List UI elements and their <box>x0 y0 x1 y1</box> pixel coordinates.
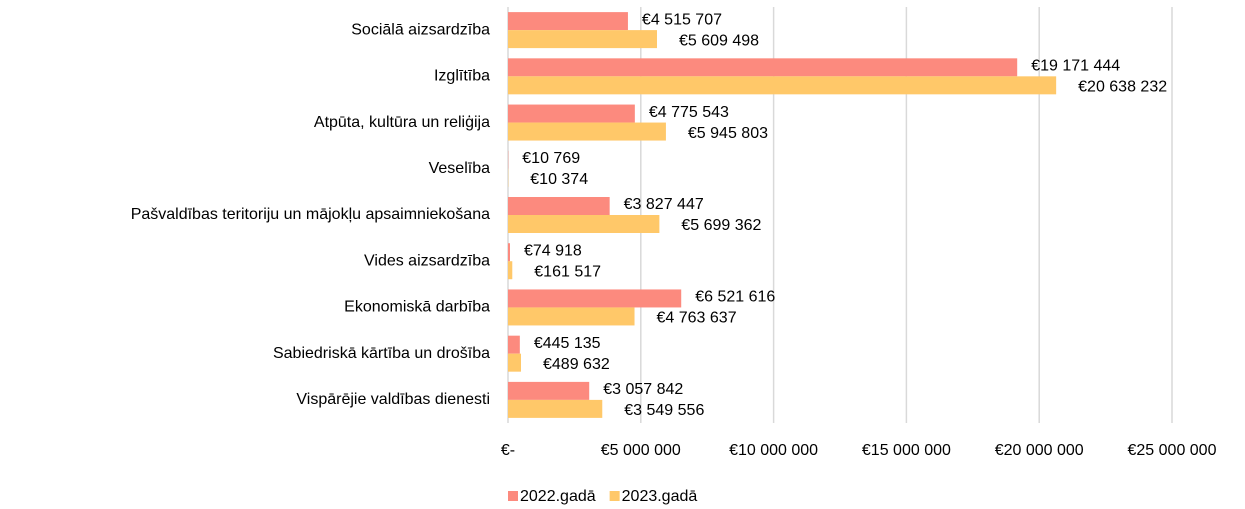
bar <box>508 58 1018 77</box>
x-tick-label: €5 000 000 <box>601 442 681 459</box>
bar <box>508 104 635 123</box>
bar <box>508 381 590 400</box>
data-label: €4 775 543 <box>649 104 729 121</box>
x-tick-label: €10 000 000 <box>729 442 818 459</box>
bar <box>508 261 513 280</box>
x-tick-label: €- <box>501 442 515 459</box>
data-label: €4 763 637 <box>657 310 737 327</box>
data-label: €74 918 <box>524 242 582 259</box>
x-tick-label: €15 000 000 <box>862 442 951 459</box>
data-label: €5 945 803 <box>688 125 768 142</box>
data-label: €19 171 444 <box>1031 58 1120 75</box>
y-tick-label: Sabiedriskā kārtība un drošība <box>273 345 490 362</box>
data-label: €3 827 447 <box>624 196 704 213</box>
legend-label: 2023.gadā <box>622 488 698 505</box>
legend-swatch <box>508 491 518 501</box>
y-tick-label: Sociālā aizsardzība <box>351 21 490 38</box>
x-tick-label: €25 000 000 <box>1128 442 1217 459</box>
x-tick-label: €20 000 000 <box>995 442 1084 459</box>
legend-label: 2022.gadā <box>520 488 596 505</box>
y-tick-label: Pašvaldības teritoriju un mājokļu apsaim… <box>131 206 490 223</box>
data-label: €4 515 707 <box>642 11 722 28</box>
bar <box>508 289 682 308</box>
bar <box>508 243 510 262</box>
y-tick-label: Izglītība <box>434 68 490 85</box>
y-tick-label: Vispārējie valdības dienesti <box>296 391 490 408</box>
data-label: €489 632 <box>543 356 610 373</box>
y-tick-label: Veselība <box>429 160 490 177</box>
data-label: €445 135 <box>534 335 601 352</box>
bar <box>508 76 1057 95</box>
bar <box>508 215 660 233</box>
bar <box>508 197 610 215</box>
data-label: €5 699 362 <box>681 217 761 234</box>
legend-swatch <box>609 491 620 501</box>
bar <box>508 30 657 49</box>
bar <box>508 353 522 372</box>
data-label: €3 057 842 <box>603 381 683 398</box>
bar <box>508 399 603 418</box>
data-label: €161 517 <box>534 263 601 280</box>
y-tick-label: Ekonomiskā darbība <box>344 299 490 316</box>
data-label: €6 521 616 <box>695 289 775 306</box>
data-label: €10 769 <box>522 150 580 167</box>
data-label: €3 549 556 <box>624 402 704 419</box>
data-label: €10 374 <box>530 171 588 188</box>
bar <box>508 122 666 141</box>
bar <box>508 335 520 354</box>
y-tick-label: Atpūta, kultūra un reliģija <box>314 113 490 131</box>
bar <box>508 307 635 326</box>
data-label: €20 638 232 <box>1078 79 1167 96</box>
data-label: €5 609 498 <box>679 32 759 49</box>
y-tick-label: Vides aizsardzība <box>364 252 490 269</box>
bar <box>508 12 628 31</box>
